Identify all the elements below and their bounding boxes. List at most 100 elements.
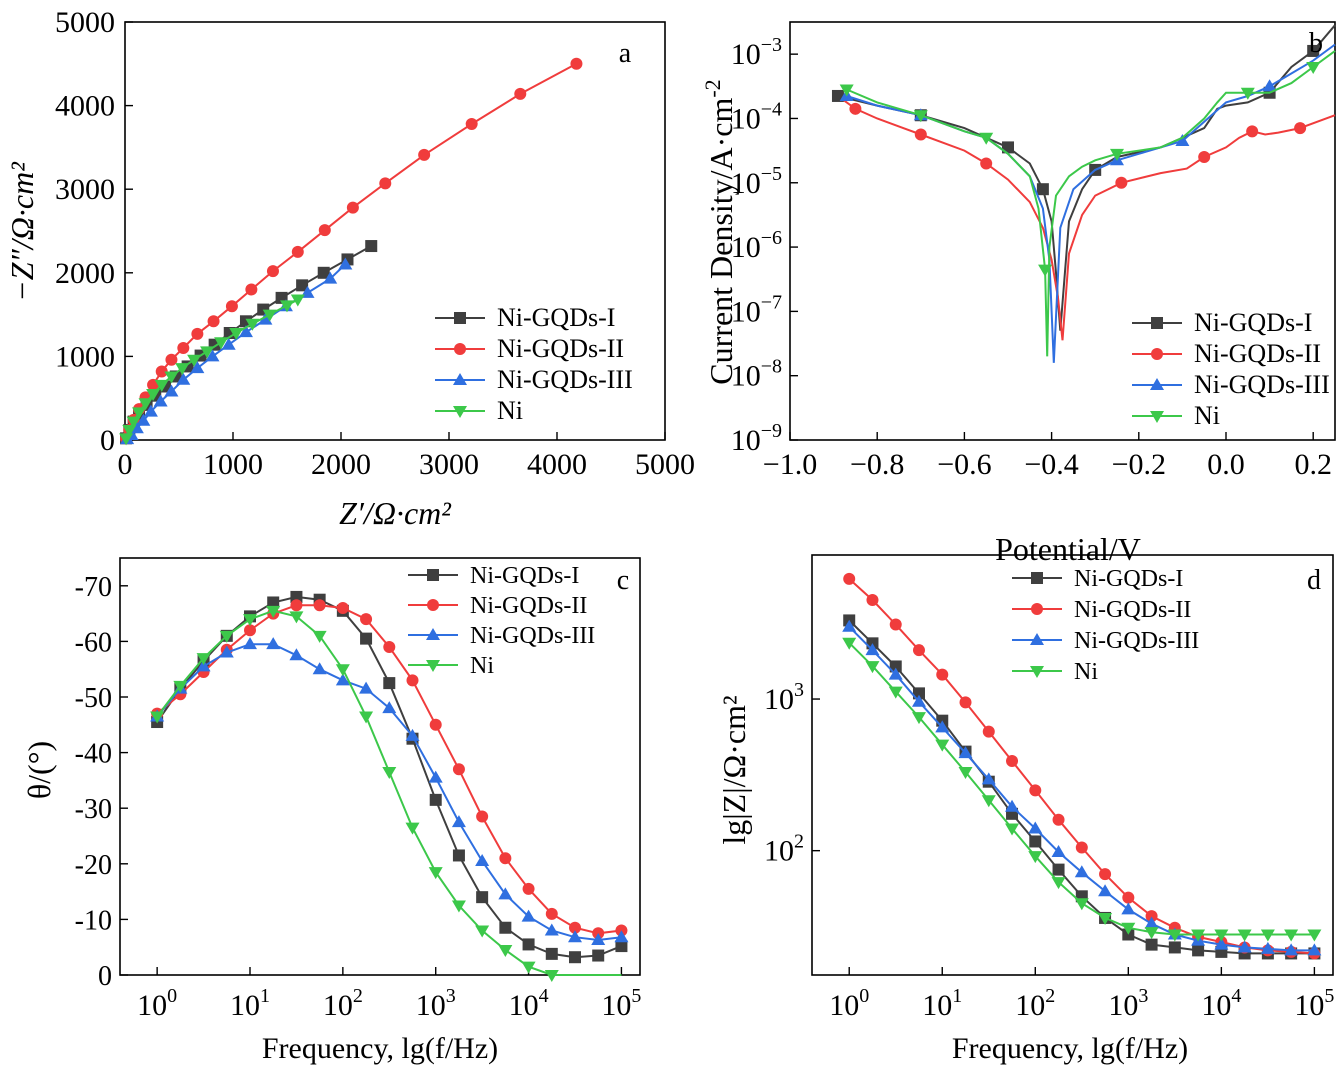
panel-c-series-point	[428, 770, 443, 783]
panel-c-series-point	[360, 632, 373, 645]
panel-a-series-point	[129, 421, 144, 434]
panel-d-series-point	[1122, 891, 1135, 904]
panel-a-series-point	[291, 245, 304, 258]
panel-c-series-point	[452, 763, 465, 776]
panel-d-series-point	[1167, 929, 1182, 942]
panel-c-legend-marker	[426, 660, 440, 672]
panel-d-series-point	[1145, 910, 1158, 923]
panel-a-series-point	[229, 327, 244, 340]
panel-d-series-point	[959, 696, 972, 709]
panel-d-series-point	[981, 772, 996, 785]
panel-a-series-point	[207, 315, 220, 328]
panel-a-legend-marker	[454, 343, 466, 355]
panel-b-y-tick-label: 10−6	[731, 227, 782, 264]
panel-a-x-tick-label: 4000	[527, 448, 587, 481]
panel-d-series-point	[1260, 929, 1275, 942]
panel-a-series-point	[296, 279, 309, 292]
panel-a-series-point	[205, 349, 220, 362]
panel-c-series-point	[569, 921, 581, 934]
panel-d-x-tick-label: 105	[1294, 985, 1334, 1022]
panel-a-y-tick-label: 5000	[55, 6, 115, 39]
panel-b-series-point	[849, 102, 862, 115]
panel-c-series-point	[451, 815, 466, 828]
panel-a-series-point	[164, 384, 179, 397]
panel-a-series-point	[245, 283, 258, 296]
panel-a-x-tick-label: 2000	[311, 448, 371, 481]
panel-c-series-point	[244, 624, 256, 637]
panel-a-series-point	[153, 394, 168, 407]
panel-d-x-tick-label: 103	[1108, 985, 1148, 1022]
panel-b-legend-marker	[1151, 348, 1163, 360]
panel-a-series-point	[238, 325, 253, 338]
panel-c-x-tick-label: 105	[601, 985, 641, 1022]
panel-b-y-tick-label: 10−7	[731, 291, 782, 328]
panel-c-x-tick-label: 103	[416, 985, 456, 1022]
panel-c-series-point	[243, 614, 257, 627]
panel-c-series-point	[545, 907, 558, 920]
panel-d-legend-label: Ni-GQDs-II	[1074, 597, 1191, 623]
panel-d-series-point	[1099, 868, 1112, 881]
panel-c-legend-marker	[427, 599, 439, 611]
panel-d-series-point	[1214, 929, 1229, 942]
panel-c-series-point	[569, 951, 581, 964]
panel-d-y-tick-label: 102	[764, 831, 804, 868]
panel-c-series-point	[568, 930, 582, 943]
panel-c-y-tick-label: 0	[98, 961, 112, 992]
panel-c-series-point	[544, 923, 559, 936]
panel-d-series-point	[1121, 902, 1136, 915]
panel-d-series-point	[1028, 821, 1043, 834]
panel-d-series-point	[1029, 835, 1042, 848]
panel-c-series-point	[290, 590, 303, 603]
panel-b-x-tick-label: −0.8	[850, 448, 904, 481]
panel-b-y-tick-label: 10−9	[731, 420, 782, 457]
panel-d-series-point	[1052, 863, 1065, 876]
panel-a-series-line	[126, 263, 346, 440]
panel-c-series-point	[429, 718, 442, 731]
panel-a-series-point	[155, 365, 168, 378]
panel-b-legend-marker	[1150, 411, 1164, 423]
panel-c-legend-marker	[427, 569, 439, 581]
panel-a-x-tick-label: 3000	[419, 448, 479, 481]
panel-a-series-point	[290, 294, 305, 307]
panel-c-series-point	[383, 677, 396, 690]
panel-b-series-point	[914, 128, 927, 141]
panel-d-series-point	[842, 619, 857, 632]
panel-d-series-point	[936, 668, 949, 681]
panel-c-x-tick-label: 102	[323, 985, 363, 1022]
panel-d-series-point	[1214, 937, 1229, 950]
panel-b-legend-label: Ni	[1194, 401, 1220, 430]
panel-d-y-axis-label: lg|Z|/Ω·cm²	[716, 695, 752, 844]
panel-a-series-point	[143, 404, 158, 417]
panel-d-series-point	[865, 661, 880, 674]
panel-c-series-point	[150, 711, 165, 724]
panel-d-series-point	[1237, 940, 1252, 953]
panel-c-series-point	[405, 728, 420, 741]
panel-a-x-tick-label: 1000	[203, 448, 263, 481]
panel-a-legend-label: Ni-GQDs-II	[497, 334, 624, 363]
panel-b-y-tick-label: 10−5	[731, 163, 782, 200]
panel-a-legend-marker	[453, 406, 467, 418]
panel-d-series-point	[935, 739, 950, 752]
panel-a-series-point	[365, 240, 378, 253]
panel-d-series-point	[1051, 877, 1066, 890]
panel-a-series-point	[338, 257, 353, 270]
panel-c-series-point	[451, 900, 466, 913]
panel-a-series-point	[323, 271, 338, 284]
panel-a-series-point	[200, 346, 215, 359]
panel-a-legend-marker	[453, 373, 467, 385]
panel-b-series-point	[839, 84, 854, 97]
panel-d-series-point	[1168, 941, 1181, 954]
panel-a-y-tick-label: 2000	[55, 257, 115, 290]
panel-c-series-point	[219, 645, 234, 658]
panel-c-legend-marker	[426, 628, 440, 640]
panel-c-series-point	[521, 909, 536, 922]
panel-a-series-point	[191, 327, 204, 340]
panel-d-x-tick-label: 104	[1201, 985, 1241, 1022]
panel-c-series-point	[359, 681, 374, 694]
panel-b-series-point	[1110, 148, 1124, 161]
panel-c-series-point	[592, 949, 605, 962]
panel-c-series-point	[243, 637, 257, 650]
panel-b-series-point	[1038, 264, 1053, 277]
panel-c-series-point	[267, 596, 280, 609]
panel-d-series-point	[1121, 922, 1136, 935]
